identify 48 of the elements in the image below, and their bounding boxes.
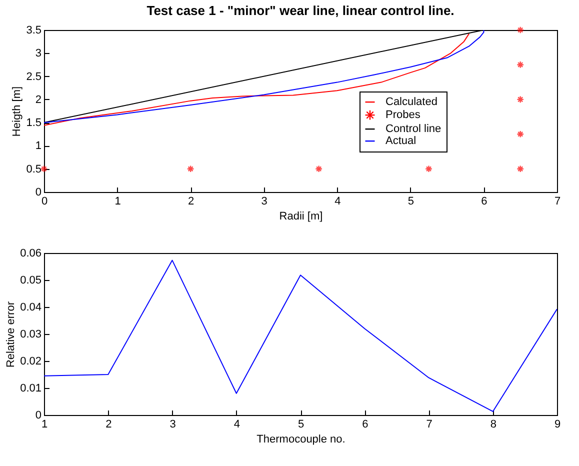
y-tick-label: 1.5 [26,117,42,130]
x-tick-label: 2 [106,418,112,430]
point [516,26,524,34]
y-tick-label: 0.01 [20,382,42,394]
x-tick-label: 2 [188,196,194,208]
point [424,165,433,173]
y-tick-label: 3 [35,48,42,60]
y-tick-label: 0.06 [20,248,42,260]
legend-label: Calculated [385,96,438,108]
x-axis-title: Thermocouple no. [256,434,346,446]
y-axis-title: Heigth [m] [11,86,24,137]
point [516,130,524,138]
point [516,96,524,104]
y-tick-label: 0.05 [20,274,42,286]
legend-label: Actual [385,135,416,148]
y-tick-label: 2.5 [26,70,42,83]
point [516,60,524,68]
chart-title: Test case 1 - "minor" wear line, linear control line. [146,3,454,18]
x-tick-label: 3 [261,196,268,208]
y-tick-label: 0.03 [20,328,42,340]
y-tick-label: 0 [35,410,42,422]
x-tick-label: 4 [234,418,240,430]
y-tick-label: 0.5 [26,163,42,176]
y-tick-label: 3.5 [26,24,42,36]
x-tick-label: 1 [114,196,121,208]
x-tick-label: 7 [426,418,432,430]
y-axis-title: Relative error [5,301,18,368]
x-tick-label: 5 [298,418,304,430]
y-tick-label: 1 [35,140,42,152]
line-series [44,260,557,412]
x-tick-label: 3 [170,418,176,430]
x-tick-label: 6 [481,196,488,208]
y-tick-label: 2 [35,94,42,106]
point [315,165,323,173]
x-tick-label: 8 [490,418,496,430]
x-tick-label: 5 [408,196,414,208]
x-tick-label: 6 [362,418,368,430]
legend-label: Probes [385,109,421,122]
y-tick-label: 0 [35,186,42,198]
point [186,165,194,173]
x-tick-label: 7 [554,196,561,208]
y-tick-label: 0.04 [20,302,42,314]
y-tick-label: 0.02 [20,356,42,368]
x-axis-title: Radii [m] [279,210,323,222]
legend-label: Control line [385,123,442,136]
point [516,165,524,173]
x-tick-label: 4 [334,196,341,208]
x-tick-label: 9 [554,418,561,430]
